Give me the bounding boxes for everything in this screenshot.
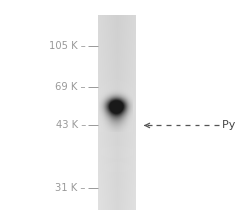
Text: 105 K –: 105 K –: [49, 41, 86, 51]
Text: Pygopus 1: Pygopus 1: [222, 120, 235, 131]
Text: 69 K –: 69 K –: [55, 82, 86, 92]
Text: 31 K –: 31 K –: [55, 183, 86, 193]
Text: 43 K –: 43 K –: [55, 120, 86, 131]
